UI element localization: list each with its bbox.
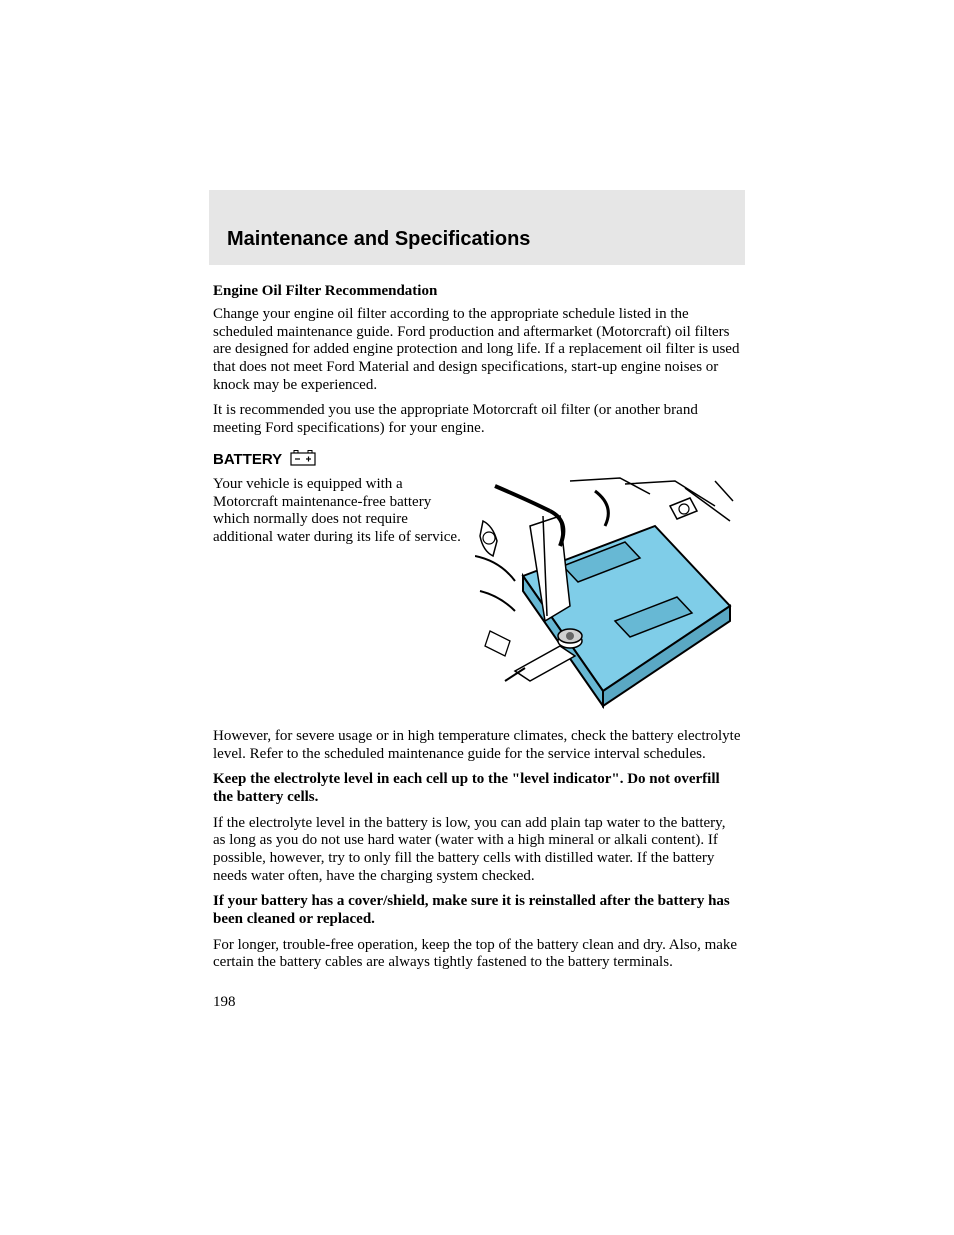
section2-para3: If the electrolyte level in the battery … <box>213 815 741 886</box>
page-title: Maintenance and Specifications <box>227 228 727 251</box>
section1-para2: It is recommended you use the appropriat… <box>213 402 741 437</box>
page-header-band: Maintenance and Specifications <box>209 190 745 265</box>
section2-bold1: Keep the electrolyte level in each cell … <box>213 771 741 806</box>
section2-para4: For longer, trouble-free operation, keep… <box>213 937 741 972</box>
section2-heading: BATTERY <box>213 451 282 468</box>
document-page: Maintenance and Specifications Engine Oi… <box>0 0 954 1071</box>
section1-para1: Change your engine oil filter according … <box>213 306 741 394</box>
battery-section: Your vehicle is equipped with a Motorcra… <box>213 476 741 714</box>
section2-heading-row: BATTERY <box>213 450 741 470</box>
section1-heading: Engine Oil Filter Recommendation <box>213 283 741 300</box>
battery-icon <box>290 450 316 470</box>
section2-bold2: If your battery has a cover/shield, make… <box>213 893 741 928</box>
page-number: 198 <box>213 994 741 1011</box>
section2-para1: Your vehicle is equipped with a Motorcra… <box>213 476 465 547</box>
section2-para2: However, for severe usage or in high tem… <box>213 728 741 763</box>
battery-intro-text: Your vehicle is equipped with a Motorcra… <box>213 476 465 555</box>
battery-diagram <box>475 476 735 714</box>
